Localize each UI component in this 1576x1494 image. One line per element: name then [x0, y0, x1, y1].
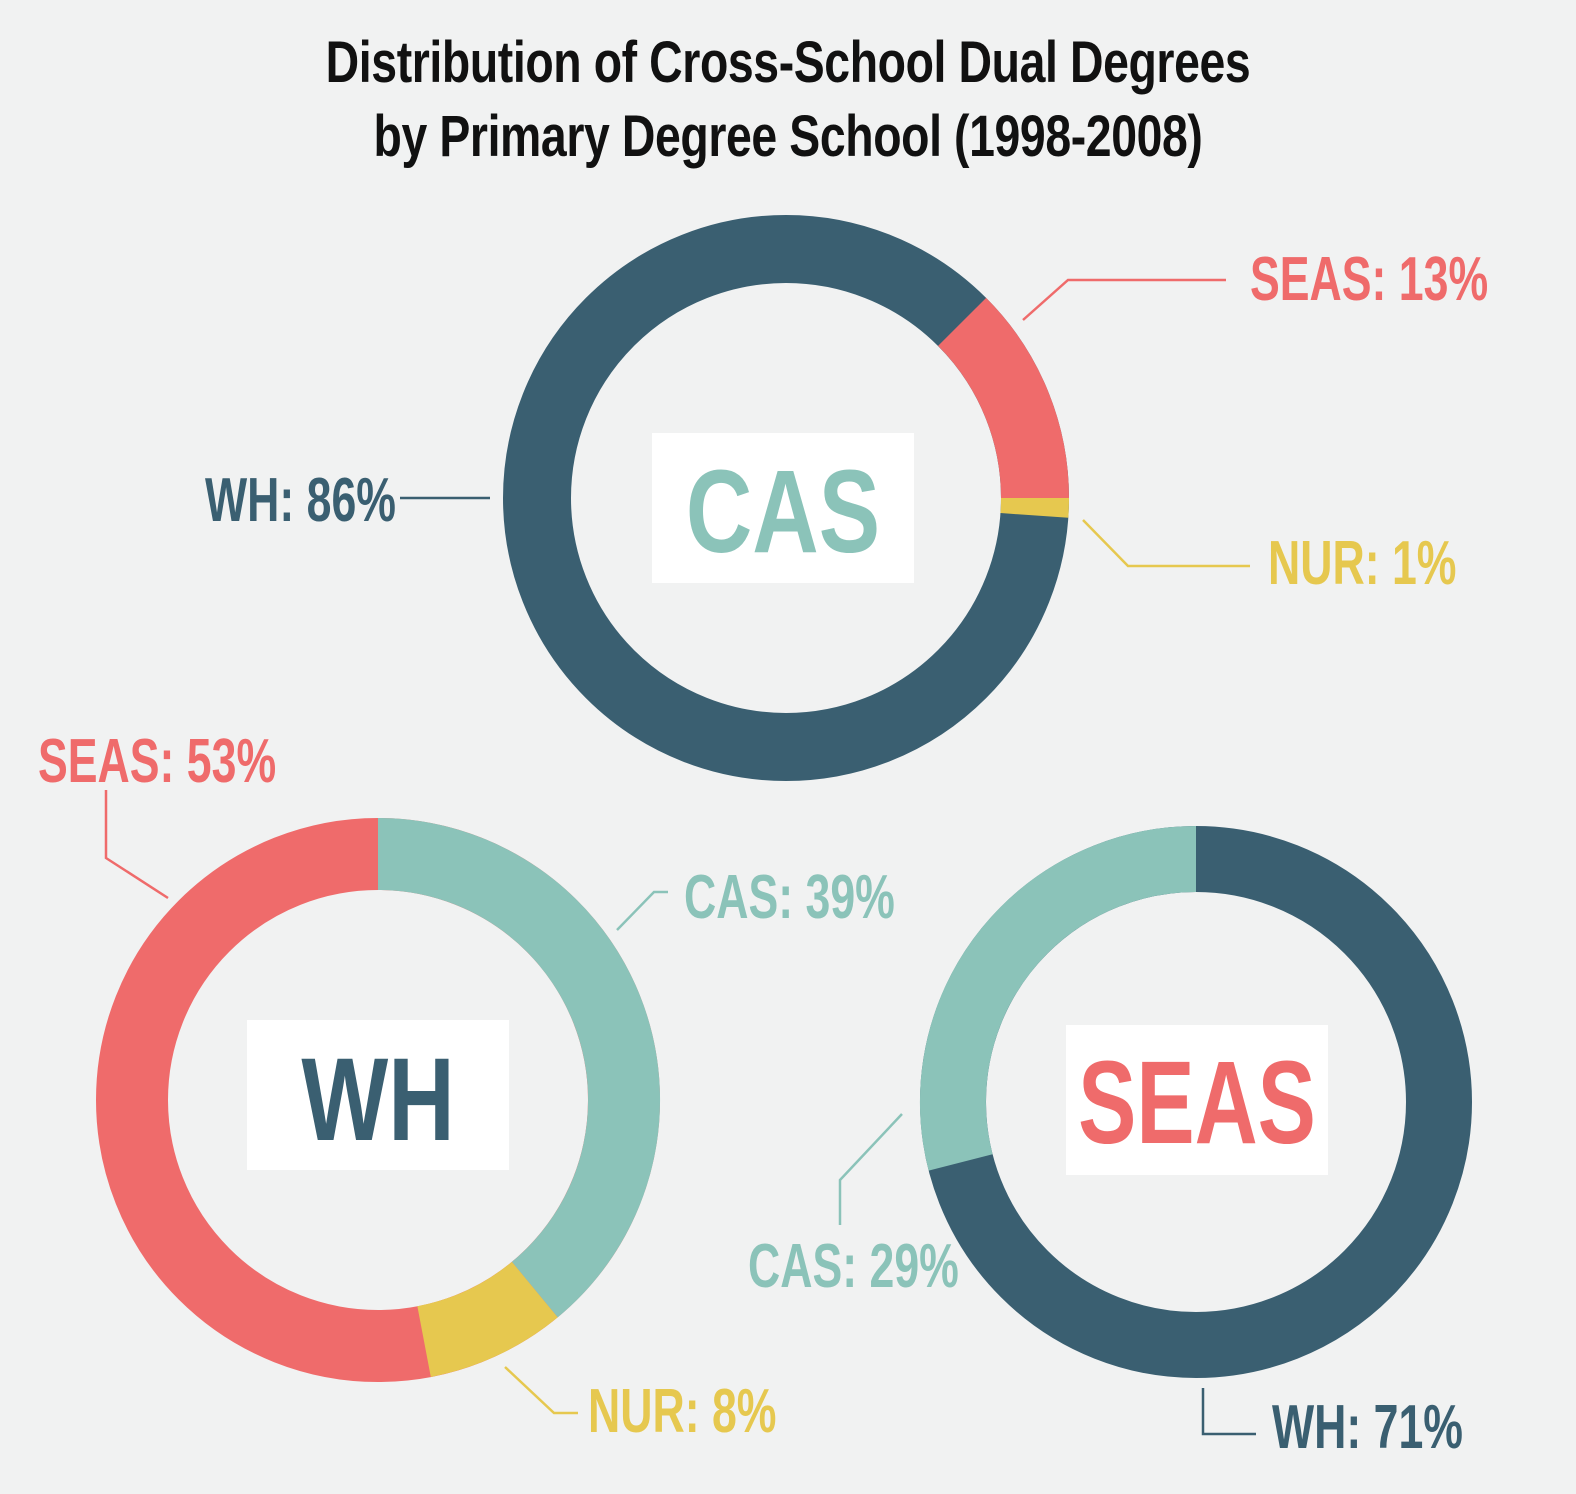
leader-line-seas-cas [838, 1113, 903, 1225]
label-seas-wh: WH: 71% [1272, 1393, 1463, 1462]
donut-seas-center-box [1066, 1025, 1328, 1175]
donut-cas-segment-seas[interactable] [937, 297, 1069, 499]
label-wh-seas: SEAS: 53% [38, 727, 276, 796]
leader-line-seas-wh [1201, 1388, 1256, 1436]
label-wh-cas: CAS: 39% [684, 863, 895, 932]
donut-wh-segment-cas[interactable] [377, 818, 661, 1318]
label-cas-nur: NUR: 1% [1268, 529, 1456, 598]
donut-cas-segment-nur[interactable] [1000, 497, 1070, 518]
donut-wh-segment-nur[interactable] [416, 1261, 558, 1377]
donut-wh-center-label: WH [301, 1034, 454, 1166]
chart-title-line-2: by Primary Degree School (1998-2008) [373, 104, 1203, 169]
label-wh-nur: NUR: 8% [588, 1377, 776, 1446]
leader-line-cas-nur [1082, 519, 1250, 568]
label-cas-wh: WH: 86% [205, 466, 396, 535]
chart-title-line-1: Distribution of Cross-School Dual Degree… [325, 30, 1251, 95]
donut-cas-center-label: CAS [686, 446, 880, 578]
leader-line-cas-seas [1022, 278, 1226, 321]
leader-line-wh-seas [104, 790, 169, 900]
donut-seas: SEAS CAS: 29% WH: 71% [748, 826, 1472, 1462]
donut-seas-segment-cas[interactable] [919, 826, 1197, 1171]
label-seas-cas: CAS: 29% [748, 1232, 959, 1301]
chart-title: Distribution of Cross-School Dual Degree… [158, 26, 1419, 174]
donut-wh: WH SEAS: 53% CAS: 39% NUR: 8% [38, 727, 895, 1446]
label-cas-seas: SEAS: 13% [1250, 245, 1488, 314]
donut-cas: CAS SEAS: 13% NUR: 1% WH: 86% [205, 215, 1488, 781]
leader-line-wh-nur [504, 1366, 578, 1415]
donut-wh-center-box [247, 1020, 509, 1170]
donut-cas-center-box [652, 433, 914, 583]
donut-seas-center-label: SEAS [1078, 1036, 1316, 1168]
leader-line-wh-cas [616, 890, 668, 931]
